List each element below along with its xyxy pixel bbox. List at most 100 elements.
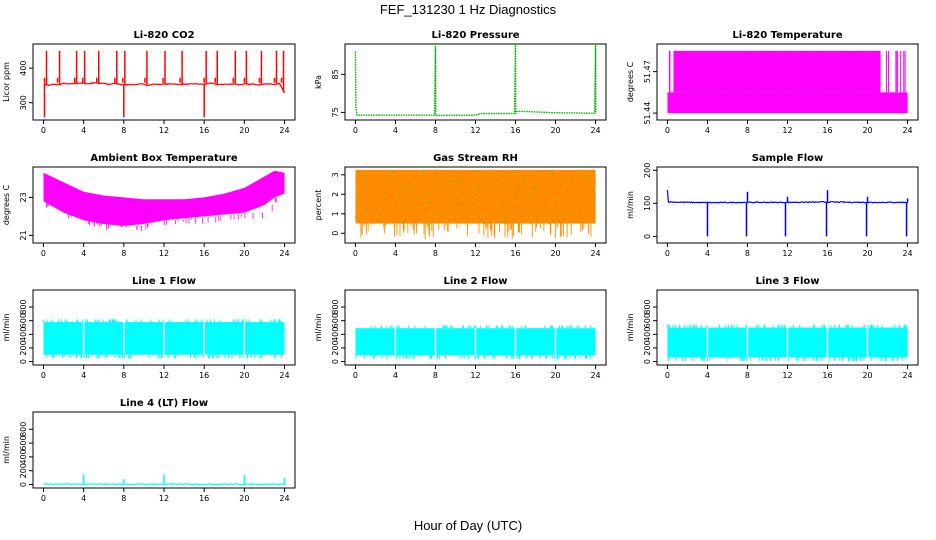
x-tick-label: 16 [199,371,209,380]
x-tick-label: 16 [822,371,832,380]
data-point [481,198,483,200]
data-point [411,188,413,190]
data-point [486,179,488,182]
data-point [535,183,537,186]
y-axis-label: kPa [314,75,323,89]
data-point [474,204,477,206]
panel-title: Line 4 (LT) Flow [120,398,208,409]
data-point [580,218,582,220]
data-point [376,207,378,209]
data-point [503,216,505,219]
y-axis-label: ml/min [626,314,635,342]
data-point [580,214,582,216]
x-tick-label: 20 [239,126,249,135]
data-point [366,173,368,175]
data-point [534,185,536,188]
data-point [365,208,367,210]
data-point [482,217,484,219]
data-point [407,189,409,191]
data-point [430,221,432,223]
panel-title: Line 3 Flow [756,276,820,287]
data-point [461,186,464,189]
y-tick-label: 1 [331,211,340,216]
data-point [391,170,393,172]
y-tick-label: 800 [331,299,340,314]
x-tick-label: 12 [470,126,480,135]
data-point [469,204,471,206]
data-point [477,188,479,190]
y-axis-label: degrees C [2,184,11,225]
data-layer [43,170,285,232]
data-point [511,209,514,212]
data-point [518,186,521,188]
data-point [433,212,435,214]
x-tick-label: 4 [81,126,86,135]
y-tick-label: 600 [19,313,28,328]
data-point [474,212,476,215]
x-tick-label: 12 [782,126,792,135]
data-point [369,209,371,212]
data-point [535,203,538,205]
data-point [363,210,366,212]
data-point [460,181,463,183]
x-tick-label: 12 [470,371,480,380]
data-point [591,198,593,201]
data-point [447,180,449,182]
x-tick-label: 16 [822,126,832,135]
panel-title: Line 1 Flow [132,276,196,287]
data-point [515,221,517,224]
data-point [513,171,515,174]
x-tick-label: 24 [279,126,289,135]
data-point [451,191,454,193]
x-tick-label: 24 [590,371,600,380]
data-point [476,183,478,185]
data-point [489,179,492,181]
data-point [589,177,591,179]
y-tick-label: 400 [19,327,28,342]
data-point [579,187,581,189]
x-tick-label: 12 [470,249,480,258]
data-point [408,203,410,205]
data-point [562,217,564,219]
data-point [522,218,524,220]
data-point [378,220,381,222]
data-point [536,222,538,224]
panel-8: Line 2 Flow ml/min 0 4 8 12 16 20 24 0 20040060080… [314,276,607,380]
data-point [535,217,538,219]
data-point [477,169,480,171]
data-point [431,216,433,218]
x-tick-label: 0 [41,371,46,380]
data-point [551,172,553,174]
x-tick-label: 16 [510,249,520,258]
data-point [426,182,428,184]
y-tick-label: 51.44 [643,102,652,125]
data-point [379,213,381,215]
y-tick-label: 0 [331,359,340,364]
data-point [466,192,468,194]
data-point [398,197,400,199]
data-point [554,201,556,203]
x-tick-label: 24 [902,371,912,380]
data-band [667,92,908,114]
data-point [412,187,414,189]
data-point [509,202,511,204]
data-point [501,176,503,178]
data-point [568,214,570,216]
panel-2: Li-820 Pressure kPa 0 4 8 12 16 20 24 75 85 [314,30,607,135]
data-point [497,180,499,182]
x-tick-label: 0 [41,126,46,135]
data-point [550,177,552,179]
data-point [575,186,577,188]
data-point [358,220,360,222]
data-point [394,203,396,205]
data-point [447,214,449,216]
data-point [405,219,407,221]
data-point [357,193,360,196]
data-point [363,174,365,177]
data-point [358,171,360,173]
data-point [399,178,401,180]
data-point [397,175,399,177]
x-tick-label: 24 [279,371,289,380]
x-tick-label: 4 [705,371,710,380]
